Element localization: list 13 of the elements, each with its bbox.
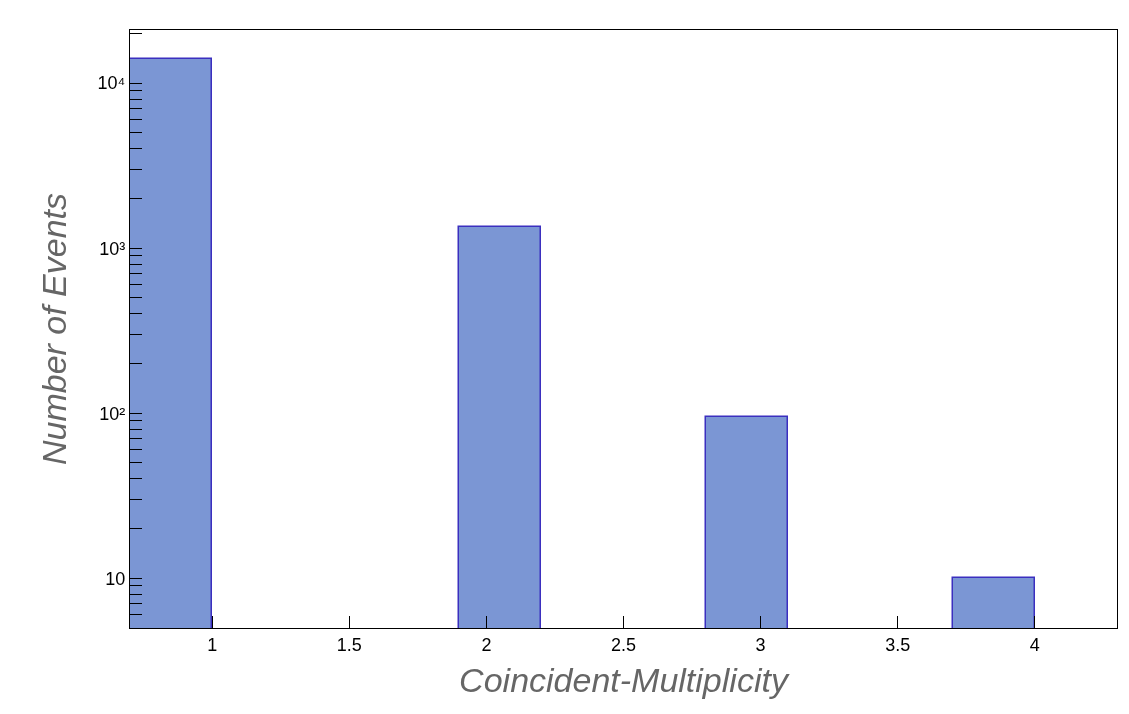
x-tick-label: 3.5 [885, 634, 911, 655]
x-tick-label: 1.5 [336, 634, 362, 655]
x-tick-label: 4 [1029, 634, 1040, 655]
x-tick-label: 2 [481, 634, 492, 655]
y-tick-label: 10⁴ [97, 73, 126, 94]
y-tick-label: 10² [99, 403, 126, 424]
y-tick-label: 10³ [99, 238, 126, 259]
x-tick-label: 2.5 [610, 634, 637, 655]
x-axis-title: Coincident-Multiplicity [459, 661, 790, 699]
y-tick-label: 10 [105, 568, 126, 589]
y-axis-title: Number of Events [35, 192, 74, 466]
x-tick-label: 3 [755, 634, 766, 655]
x-tick-label: 1 [207, 634, 218, 655]
